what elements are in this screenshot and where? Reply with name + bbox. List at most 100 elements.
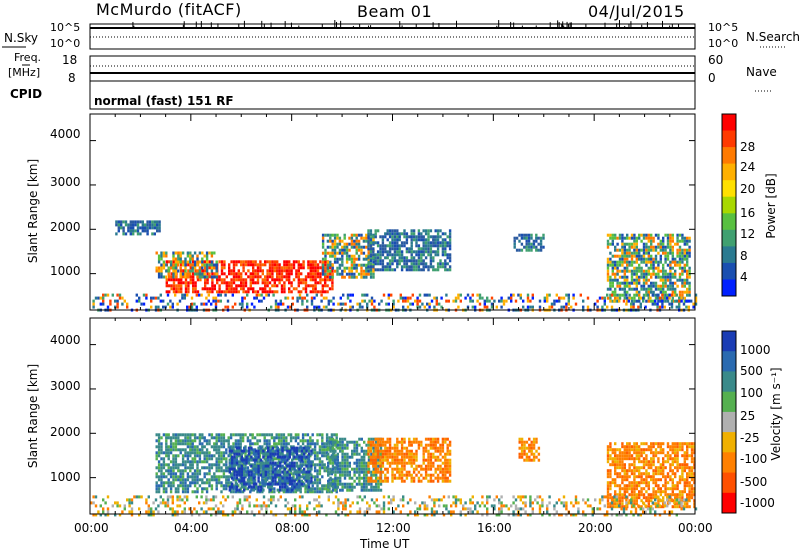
data-cell xyxy=(650,299,653,303)
data-cell xyxy=(318,460,322,464)
data-cell xyxy=(286,479,289,483)
data-cell xyxy=(165,475,168,479)
data-cell xyxy=(422,247,425,251)
data-cell xyxy=(379,470,382,474)
data-cell xyxy=(225,469,228,473)
data-cell xyxy=(391,455,394,459)
data-cell xyxy=(657,445,660,449)
data-cell xyxy=(656,302,659,306)
data-cell xyxy=(278,281,281,285)
data-cell xyxy=(387,302,390,306)
data-cell xyxy=(635,260,638,264)
data-cell xyxy=(400,470,404,474)
data-cell xyxy=(370,296,374,300)
data-cell xyxy=(283,488,287,492)
data-cell xyxy=(358,470,361,474)
data-cell xyxy=(476,299,479,303)
data-cell xyxy=(427,232,430,236)
data-cell xyxy=(671,260,674,264)
data-cell xyxy=(276,449,279,453)
data-cell xyxy=(422,241,425,245)
data-cell xyxy=(618,287,622,291)
data-cell xyxy=(659,242,662,246)
data-cell xyxy=(611,460,614,464)
data-cell xyxy=(201,490,204,494)
data-cell xyxy=(606,296,610,300)
data-cell xyxy=(265,439,269,443)
data-cell xyxy=(633,445,636,449)
data-cell xyxy=(198,442,202,446)
data-cell xyxy=(640,284,643,288)
data-cell xyxy=(311,490,314,494)
data-cell xyxy=(652,248,655,252)
data-cell xyxy=(193,472,197,476)
data-cell xyxy=(165,487,168,491)
data-cell xyxy=(264,482,267,486)
data-cell xyxy=(448,268,452,272)
data-cell xyxy=(167,463,170,467)
data-cell xyxy=(273,260,276,264)
data-cell xyxy=(525,446,529,450)
data-cell xyxy=(210,463,214,467)
data-cell xyxy=(671,236,674,240)
data-cell xyxy=(316,472,319,476)
data-cell xyxy=(307,275,310,279)
data-cell xyxy=(372,449,375,453)
data-cell xyxy=(165,269,168,273)
data-cell xyxy=(367,235,370,239)
data-cell xyxy=(638,290,641,294)
data-cell xyxy=(398,476,401,480)
data-cell xyxy=(295,482,299,486)
data-cell xyxy=(150,296,153,300)
data-cell xyxy=(439,449,442,453)
data-cell xyxy=(391,452,394,456)
data-cell xyxy=(638,281,641,285)
data-cell xyxy=(132,226,135,230)
data-cell xyxy=(403,458,406,462)
data-cell xyxy=(366,293,369,297)
data-cell xyxy=(490,302,494,306)
data-cell xyxy=(329,455,332,459)
data-cell xyxy=(324,260,327,264)
data-cell xyxy=(288,290,291,294)
data-cell xyxy=(621,236,624,240)
data-cell xyxy=(609,263,612,267)
data-cell xyxy=(429,437,433,441)
data-cell xyxy=(307,458,311,462)
data-cell xyxy=(281,452,284,456)
data-cell xyxy=(233,452,236,456)
data-cell xyxy=(623,478,626,482)
data-cell xyxy=(327,302,330,306)
data-cell xyxy=(403,262,406,266)
data-cell xyxy=(234,463,238,467)
data-cell xyxy=(205,260,209,264)
data-cell xyxy=(269,458,272,462)
data-cell xyxy=(374,446,377,450)
data-cell xyxy=(353,452,356,456)
data-cell xyxy=(278,278,281,282)
data-cell xyxy=(329,239,332,243)
data-cell xyxy=(288,287,291,291)
data-cell xyxy=(525,236,528,240)
data-cell xyxy=(280,275,284,279)
data-cell xyxy=(179,472,182,476)
data-cell xyxy=(289,305,292,309)
data-cell xyxy=(436,476,440,480)
data-cell xyxy=(208,439,211,443)
data-cell xyxy=(329,482,332,486)
data-cell xyxy=(686,242,689,246)
data-cell xyxy=(193,460,197,464)
data-cell xyxy=(353,443,356,447)
data-cell xyxy=(609,472,612,476)
data-cell xyxy=(609,457,612,461)
data-cell xyxy=(429,467,433,471)
data-cell xyxy=(206,281,209,285)
data-cell xyxy=(616,248,619,252)
data-cell xyxy=(320,299,323,303)
data-cell xyxy=(316,290,320,294)
data-cell xyxy=(626,475,629,479)
data-cell xyxy=(647,487,650,491)
data-cell xyxy=(683,251,686,255)
data-cell xyxy=(302,263,305,267)
data-cell xyxy=(360,266,363,270)
